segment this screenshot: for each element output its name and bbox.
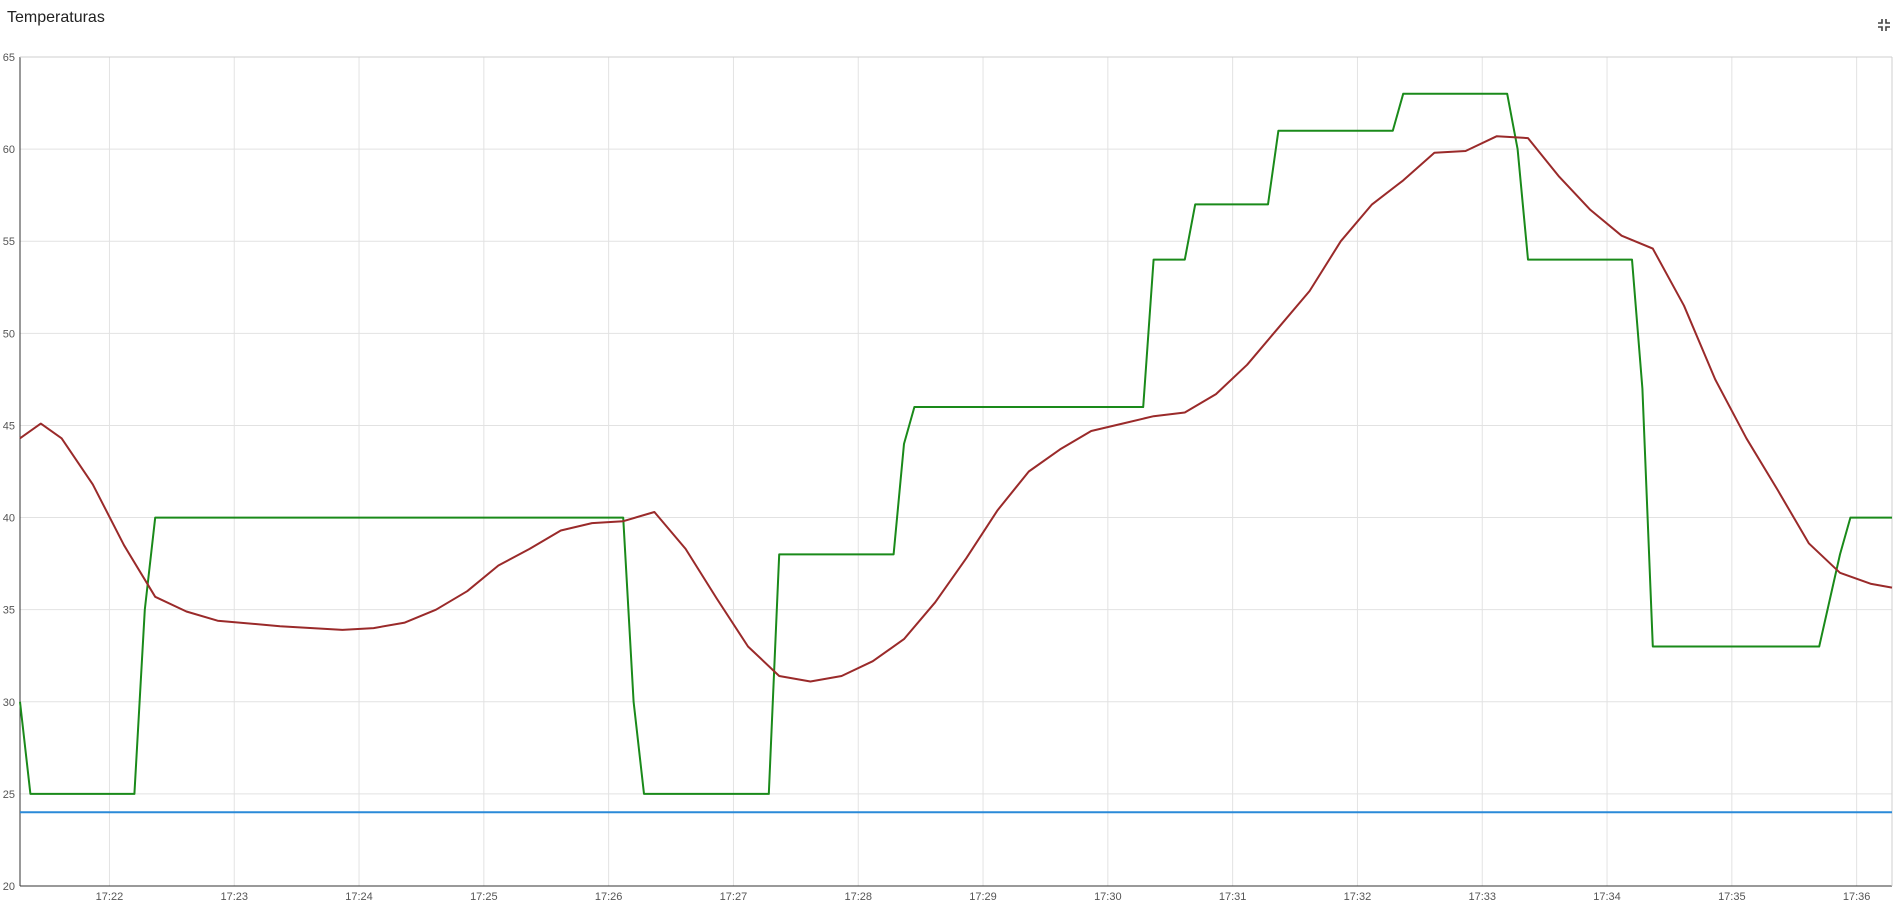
series-1-line bbox=[19, 92, 1892, 795]
x-tick-label: 17:29 bbox=[969, 891, 997, 903]
y-tick-label: 45 bbox=[3, 420, 15, 432]
y-tick-label: 40 bbox=[3, 513, 15, 525]
series-lines bbox=[19, 92, 1893, 814]
x-tick-label: 17:35 bbox=[1718, 891, 1746, 903]
y-tick-label: 20 bbox=[3, 881, 15, 893]
x-tick-label: 17:34 bbox=[1593, 891, 1621, 903]
y-tick-label: 35 bbox=[3, 605, 15, 617]
x-tick-label: 17:23 bbox=[220, 891, 248, 903]
x-tick-label: 17:26 bbox=[595, 891, 623, 903]
x-tick-label: 17:32 bbox=[1344, 891, 1372, 903]
x-tick-label: 17:22 bbox=[96, 891, 124, 903]
x-tick-label: 17:27 bbox=[720, 891, 748, 903]
x-tick-label: 17:30 bbox=[1094, 891, 1122, 903]
axes: 20 25 30 35 40 45 50 55 60 65 17:22 17:23 17:24 17:25… bbox=[3, 52, 1893, 903]
series-2-line bbox=[19, 135, 1893, 683]
grid bbox=[20, 56, 1892, 887]
x-tick-label: 17:36 bbox=[1843, 891, 1871, 903]
x-tick-label: 17:31 bbox=[1219, 891, 1247, 903]
x-tick-label: 17:24 bbox=[345, 891, 373, 903]
y-tick-label: 30 bbox=[3, 697, 15, 709]
x-tick-label: 17:33 bbox=[1468, 891, 1496, 903]
y-tick-label: 65 bbox=[3, 52, 15, 64]
collapse-icon[interactable] bbox=[1875, 16, 1893, 34]
y-tick-label: 55 bbox=[3, 236, 15, 248]
x-tick-label: 17:28 bbox=[844, 891, 872, 903]
panel-title: Temperaturas bbox=[7, 9, 105, 26]
y-tick-label: 25 bbox=[3, 789, 15, 801]
x-tick-label: 17:25 bbox=[470, 891, 498, 903]
y-tick-label: 50 bbox=[3, 328, 15, 340]
y-tick-label: 60 bbox=[3, 144, 15, 156]
